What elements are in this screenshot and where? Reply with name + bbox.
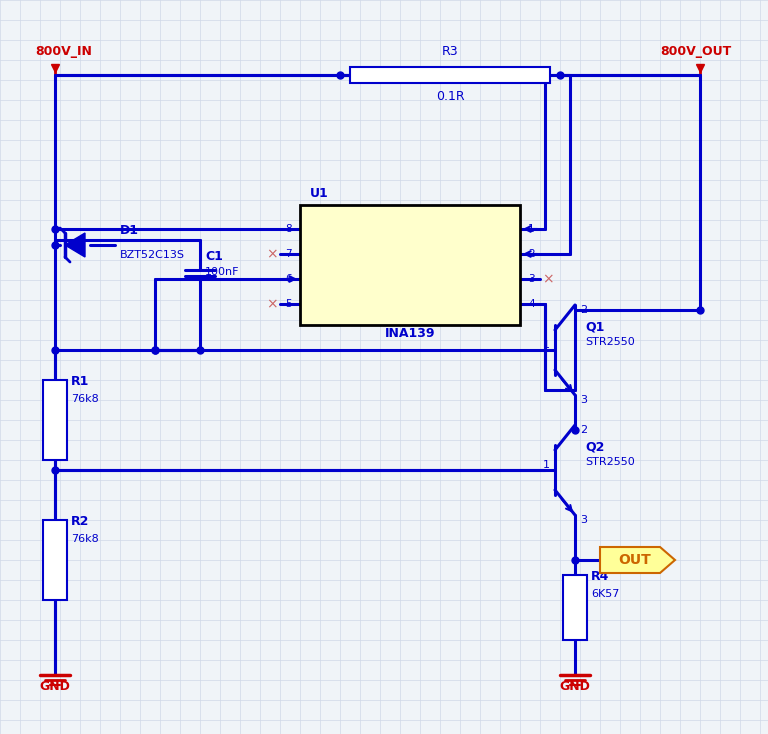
Text: 1: 1 — [543, 460, 550, 470]
Text: BZT52C13S: BZT52C13S — [120, 250, 185, 260]
Text: 1: 1 — [543, 340, 550, 350]
Text: GND: GND — [560, 680, 591, 693]
Text: 3: 3 — [528, 274, 535, 284]
Text: 0.1R: 0.1R — [435, 90, 465, 103]
Text: R1: R1 — [71, 375, 89, 388]
Text: 100nF: 100nF — [205, 267, 240, 277]
Text: VCC: VCC — [312, 222, 339, 236]
Text: 76k8: 76k8 — [71, 394, 99, 404]
Text: INA139: INA139 — [385, 327, 435, 340]
FancyBboxPatch shape — [43, 520, 67, 600]
Text: 2: 2 — [580, 425, 587, 435]
FancyBboxPatch shape — [350, 67, 550, 83]
Text: GND: GND — [40, 680, 71, 693]
Text: STR2550: STR2550 — [585, 457, 634, 467]
Text: 1: 1 — [528, 224, 535, 234]
Text: D1: D1 — [120, 224, 139, 237]
Text: U1: U1 — [310, 187, 329, 200]
Text: 6K57: 6K57 — [591, 589, 619, 599]
Text: NC: NC — [312, 247, 331, 261]
Text: Q1: Q1 — [585, 320, 604, 333]
Text: 800V_OUT: 800V_OUT — [660, 45, 731, 58]
Text: ×: × — [266, 297, 278, 311]
Polygon shape — [65, 233, 85, 257]
Text: STR2550: STR2550 — [585, 337, 634, 347]
Text: OUT: OUT — [312, 272, 339, 286]
FancyBboxPatch shape — [43, 380, 67, 460]
Text: 76k8: 76k8 — [71, 534, 99, 544]
FancyBboxPatch shape — [563, 575, 587, 640]
Text: 2: 2 — [580, 305, 587, 315]
Polygon shape — [600, 547, 675, 573]
Text: R3: R3 — [442, 45, 458, 58]
Text: NC: NC — [312, 297, 331, 310]
Text: NC: NC — [489, 272, 508, 286]
Text: VIN+: VIN+ — [475, 247, 508, 261]
Text: 7: 7 — [286, 249, 292, 259]
Text: 4: 4 — [528, 299, 535, 309]
Text: Q2: Q2 — [585, 440, 604, 453]
Text: OUT: OUT — [619, 553, 651, 567]
Text: 8: 8 — [286, 224, 292, 234]
Text: 800V_IN: 800V_IN — [35, 45, 92, 58]
Text: ×: × — [542, 272, 554, 286]
FancyBboxPatch shape — [300, 205, 520, 325]
Text: VIN-: VIN- — [480, 222, 508, 236]
Text: ×: × — [266, 247, 278, 261]
Text: C1: C1 — [205, 250, 223, 263]
Text: GND: GND — [478, 297, 508, 310]
Text: 3: 3 — [580, 395, 587, 405]
Text: 6: 6 — [286, 274, 292, 284]
Text: 2: 2 — [528, 249, 535, 259]
Text: 3: 3 — [580, 515, 587, 525]
Text: R2: R2 — [71, 515, 89, 528]
Text: 5: 5 — [286, 299, 292, 309]
Text: R4: R4 — [591, 570, 609, 583]
